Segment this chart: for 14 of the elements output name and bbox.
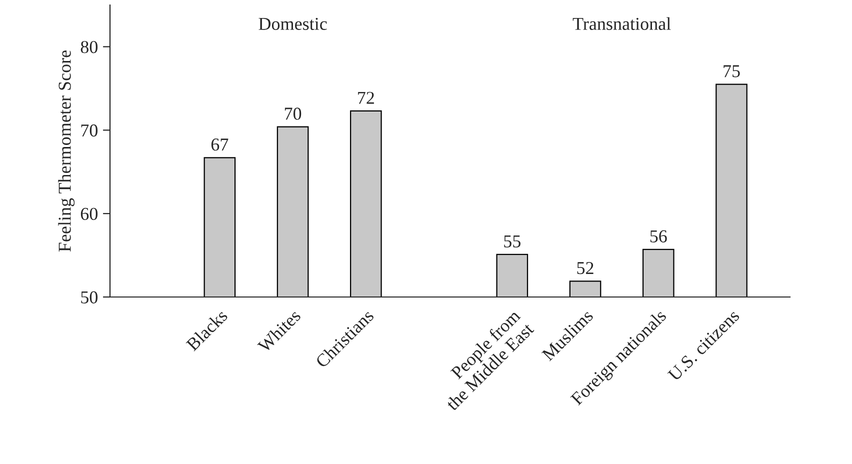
data-label: 56	[650, 230, 667, 242]
annotation: Transnational	[572, 17, 671, 30]
data-label: 72	[358, 92, 374, 104]
y-tick-label: 70	[81, 124, 98, 137]
data-label: 67	[211, 138, 228, 151]
y-axis-title: Feeling Thermometer Score	[58, 50, 75, 252]
y-tick-label: 80	[80, 40, 98, 54]
data-label: 75	[724, 65, 740, 78]
y-tick-label: 50	[81, 291, 98, 304]
y-tick-label: 60	[80, 208, 98, 220]
data-label: 70	[284, 108, 302, 120]
data-label: 52	[577, 262, 594, 274]
data-label: 55	[504, 235, 520, 248]
annotation: Domestic	[258, 18, 327, 30]
